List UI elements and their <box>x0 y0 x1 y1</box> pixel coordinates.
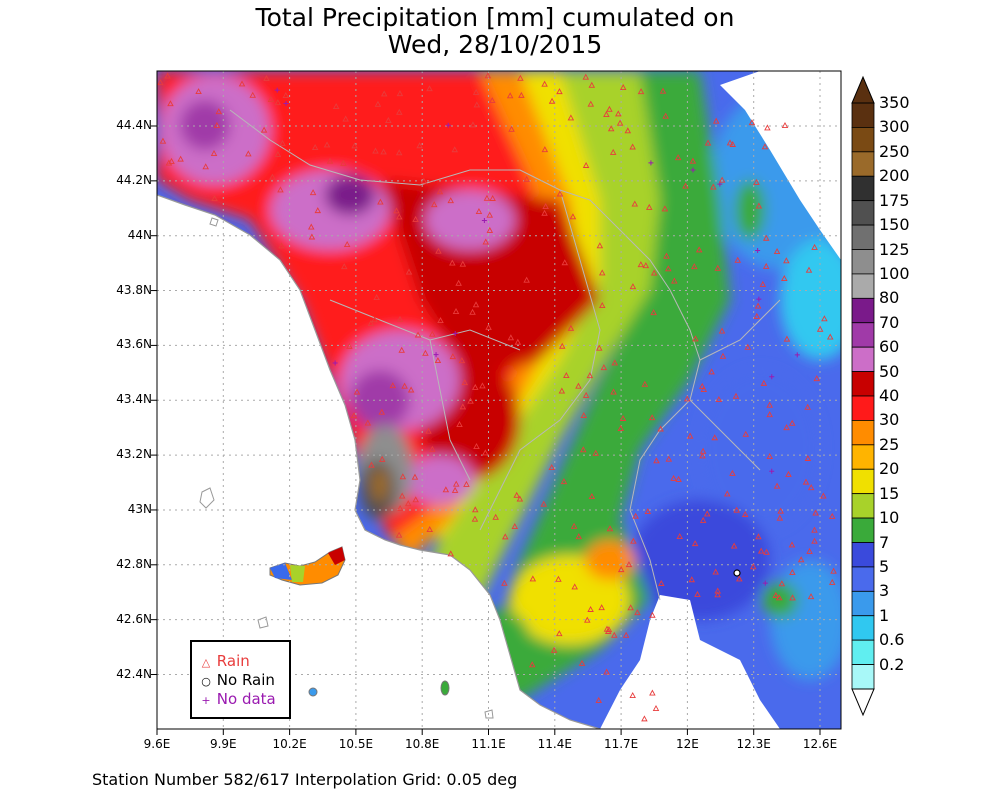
colorbar-label: 150 <box>879 215 910 235</box>
lat-tick-label: 43.8N <box>116 282 152 297</box>
colorbar-label: 100 <box>879 263 910 283</box>
lon-tick-label: 10.5E <box>338 737 374 751</box>
colorbar-label: 3 <box>879 581 890 601</box>
colorbar-swatch <box>851 542 875 568</box>
colorbar-label: 0.6 <box>879 630 905 650</box>
colorbar-label: 10 <box>879 508 900 528</box>
lat-tick-label: 44N <box>127 227 152 242</box>
lat-tick-label: 44.4N <box>116 118 152 132</box>
colorbar-swatch <box>851 566 875 592</box>
legend-rain: △ Rain <box>201 652 250 670</box>
colorbar-label: 125 <box>879 239 910 259</box>
no-data-plus-icon: + <box>201 694 211 707</box>
lon-tick-label: 11.7E <box>603 737 639 751</box>
colorbar-label: 175 <box>879 190 910 210</box>
lat-tick-label: 43N <box>127 501 152 516</box>
colorbar-swatch <box>851 273 875 299</box>
colorbar-swatch <box>851 493 875 519</box>
colorbar-label: 20 <box>879 459 900 479</box>
lat-tick-label: 44.2N <box>116 172 152 187</box>
colorbar-swatch <box>851 200 875 226</box>
colorbar-swatch <box>851 420 875 446</box>
no-rain-station <box>733 569 741 577</box>
footer-caption: Station Number 582/617 Interpolation Gri… <box>92 770 518 789</box>
colorbar-swatch <box>851 322 875 348</box>
legend: △ Rain ○ No Rain + No data <box>190 640 291 719</box>
lon-tick-label: 12E <box>675 737 699 751</box>
legend-no-rain: ○ No Rain <box>201 671 275 689</box>
legend-no-data: + No data <box>201 690 276 708</box>
colorbar-swatch <box>851 639 875 665</box>
colorbar-swatch <box>851 517 875 543</box>
colorbar-swatch <box>851 468 875 495</box>
rain-triangle-icon: △ <box>201 656 211 669</box>
colorbar-label: 25 <box>879 434 900 454</box>
lat-tick-label: 43.6N <box>116 337 152 352</box>
colorbar-label: 0.2 <box>879 654 905 674</box>
lon-tick-label: 12.3E <box>736 737 771 751</box>
colorbar-label: 40 <box>879 386 900 405</box>
colorbar-swatch <box>851 224 875 250</box>
colorbar-swatch <box>851 615 875 641</box>
colorbar-swatch <box>851 102 875 128</box>
lat-tick-label: 43.4N <box>116 392 152 407</box>
station-markers <box>157 72 837 722</box>
colorbar-label: 300 <box>879 117 910 137</box>
colorbar-bottom-arrow <box>851 688 875 717</box>
colorbar-top-arrow <box>851 75 875 104</box>
island-giglio <box>440 680 450 696</box>
island-capraia <box>199 487 215 509</box>
lat-tick-label: 42.4N <box>116 666 152 681</box>
precipitation-field <box>157 71 841 700</box>
colorbar-label: 80 <box>879 288 900 308</box>
colorbar-label: 350 <box>879 93 910 112</box>
lon-tick-label: 10.8E <box>405 737 440 751</box>
lat-tick-label: 42.6N <box>116 611 152 626</box>
colorbar <box>851 75 875 717</box>
map-title-line-1: Total Precipitation [mm] cumulated on <box>255 3 735 32</box>
colorbar-swatch <box>851 664 875 690</box>
colorbar-swatch <box>851 371 875 397</box>
colorbar-swatch <box>851 395 875 421</box>
lon-tick-label: 12.6E <box>802 737 838 751</box>
lat-tick-label: 43.2N <box>116 447 152 462</box>
colorbar-label: 5 <box>879 556 890 576</box>
colorbar-swatch <box>851 249 875 275</box>
colorbar-label: 1 <box>879 605 890 625</box>
colorbar-label: 50 <box>879 361 900 381</box>
region-borders <box>229 109 781 601</box>
colorbar-swatch <box>851 151 875 177</box>
lon-tick-label: 11.4E <box>537 737 572 751</box>
colorbar-swatch <box>851 127 875 153</box>
no-rain-circle-icon: ○ <box>201 675 211 688</box>
colorbar-label: 250 <box>879 141 910 161</box>
colorbar-label: 30 <box>879 410 900 430</box>
lat-tick-label: 42.8N <box>116 556 152 571</box>
colorbar-swatch <box>851 175 875 202</box>
colorbar-label: 7 <box>879 532 890 552</box>
colorbar-label: 200 <box>879 166 910 186</box>
colorbar-label: 60 <box>879 337 900 357</box>
lon-tick-label: 11.1E <box>471 737 506 751</box>
lon-tick-label: 9.6E <box>143 737 171 751</box>
sea-west <box>157 195 600 729</box>
island-montecristo <box>308 687 318 697</box>
colorbar-swatch <box>851 346 875 372</box>
map-title-line-2: Wed, 28/10/2015 <box>387 30 603 59</box>
colorbar-label: 70 <box>879 312 900 332</box>
colorbar-swatch <box>851 297 875 324</box>
colorbar-swatch <box>851 590 875 617</box>
lon-tick-label: 9.9E <box>209 737 237 751</box>
lat-lon-grid <box>157 71 841 729</box>
coastline <box>157 194 601 729</box>
colorbar-label: 15 <box>879 483 900 503</box>
colorbar-swatch <box>851 444 875 470</box>
lon-tick-label: 10.2E <box>272 737 307 751</box>
